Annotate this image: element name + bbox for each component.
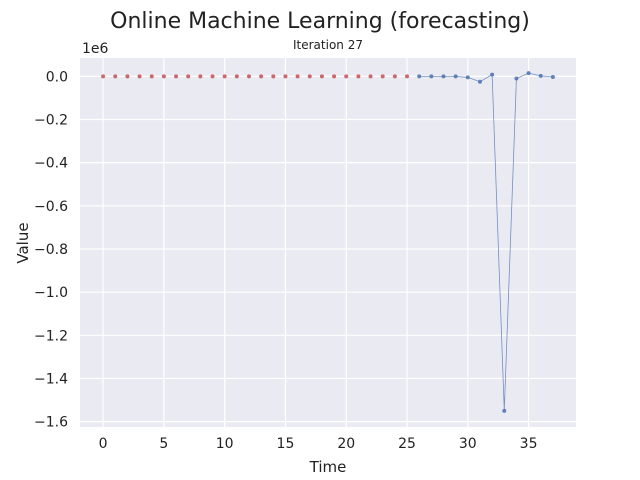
x-tick-label: 20 xyxy=(337,436,355,452)
data-point xyxy=(344,74,349,79)
data-point xyxy=(368,74,373,79)
series-1 xyxy=(101,74,410,79)
x-tick-labels: 0 5 10 15 20 25 30 35 xyxy=(99,436,538,452)
data-point xyxy=(332,74,337,79)
data-point xyxy=(417,74,422,79)
data-point xyxy=(356,74,361,79)
y-tick-label: 0.0 xyxy=(46,69,68,85)
y-tick-label: −1.4 xyxy=(34,371,68,387)
x-tick-label: 35 xyxy=(520,436,538,452)
x-tick-label: 5 xyxy=(159,436,168,452)
x-axis-label: Time xyxy=(309,458,347,476)
data-point xyxy=(550,74,555,79)
x-tick-label: 25 xyxy=(398,436,416,452)
y-axis-label: Value xyxy=(14,222,32,263)
x-tick-label: 30 xyxy=(459,436,477,452)
y-tick-labels: 0.0 −0.2 −0.4 −0.6 −0.8 −1.0 −1.2 −1.4 −1.6 xyxy=(34,69,68,430)
data-point xyxy=(380,74,385,79)
data-point xyxy=(465,75,470,80)
x-tick-label: 15 xyxy=(277,436,295,452)
data-point xyxy=(259,74,264,79)
y-tick-label: −1.0 xyxy=(34,285,68,301)
y-axis-offset-label: 1e6 xyxy=(82,41,109,57)
series-2-line xyxy=(419,72,553,411)
data-point xyxy=(101,74,106,79)
data-point xyxy=(295,74,300,79)
x-tick-label: 0 xyxy=(99,436,108,452)
data-point xyxy=(161,74,166,79)
data-point xyxy=(125,74,130,79)
y-tick-label: −0.8 xyxy=(34,242,68,258)
y-tick-label: −0.4 xyxy=(34,156,68,172)
x-tick-label: 10 xyxy=(216,436,234,452)
data-point xyxy=(271,74,276,79)
data-point xyxy=(429,74,434,79)
data-point xyxy=(174,74,179,79)
data-point xyxy=(137,74,142,79)
data-point xyxy=(113,74,118,79)
data-point xyxy=(490,72,495,77)
data-point xyxy=(222,74,227,79)
data-point xyxy=(186,74,191,79)
data-point xyxy=(307,74,312,79)
plot-area xyxy=(80,58,576,427)
data-point xyxy=(319,74,324,79)
data-point xyxy=(149,74,154,79)
chart-title: Online Machine Learning (forecasting) xyxy=(110,9,530,34)
data-point xyxy=(392,74,397,79)
data-point xyxy=(441,74,446,79)
data-point xyxy=(198,74,203,79)
series-layer xyxy=(101,71,555,413)
y-tick-label: −1.2 xyxy=(34,328,68,344)
data-point xyxy=(453,74,458,79)
data-point xyxy=(477,79,482,84)
y-tick-label: −1.6 xyxy=(34,415,68,431)
data-point xyxy=(283,74,288,79)
data-point xyxy=(538,73,543,78)
data-point xyxy=(526,71,531,76)
data-point xyxy=(502,408,507,413)
data-point xyxy=(514,76,519,81)
data-point xyxy=(246,74,251,79)
series-2 xyxy=(417,71,555,413)
y-tick-label: −0.6 xyxy=(34,199,68,215)
y-tick-label: −0.2 xyxy=(34,113,68,129)
data-point xyxy=(234,74,239,79)
data-point xyxy=(405,74,410,79)
chart-subtitle: Iteration 27 xyxy=(293,38,363,52)
data-point xyxy=(210,74,215,79)
